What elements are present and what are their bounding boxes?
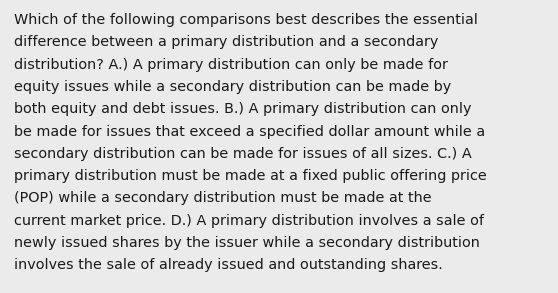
Text: primary distribution must be made at a fixed public offering price: primary distribution must be made at a f…: [14, 169, 487, 183]
Text: Which of the following comparisons best describes the essential: Which of the following comparisons best …: [14, 13, 478, 27]
Text: involves the sale of already issued and outstanding shares.: involves the sale of already issued and …: [14, 258, 442, 272]
Text: be made for issues that exceed a specified dollar amount while a: be made for issues that exceed a specifi…: [14, 125, 485, 139]
Text: distribution? A.) A primary distribution can only be made for: distribution? A.) A primary distribution…: [14, 58, 448, 72]
Text: current market price. D.) A primary distribution involves a sale of: current market price. D.) A primary dist…: [14, 214, 484, 228]
Text: newly issued shares by the issuer while a secondary distribution: newly issued shares by the issuer while …: [14, 236, 480, 250]
Text: (POP) while a secondary distribution must be made at the: (POP) while a secondary distribution mus…: [14, 191, 431, 205]
Text: difference between a primary distribution and a secondary: difference between a primary distributio…: [14, 35, 439, 50]
Text: both equity and debt issues. B.) A primary distribution can only: both equity and debt issues. B.) A prima…: [14, 102, 472, 116]
Text: secondary distribution can be made for issues of all sizes. C.) A: secondary distribution can be made for i…: [14, 147, 472, 161]
Text: equity issues while a secondary distribution can be made by: equity issues while a secondary distribu…: [14, 80, 451, 94]
